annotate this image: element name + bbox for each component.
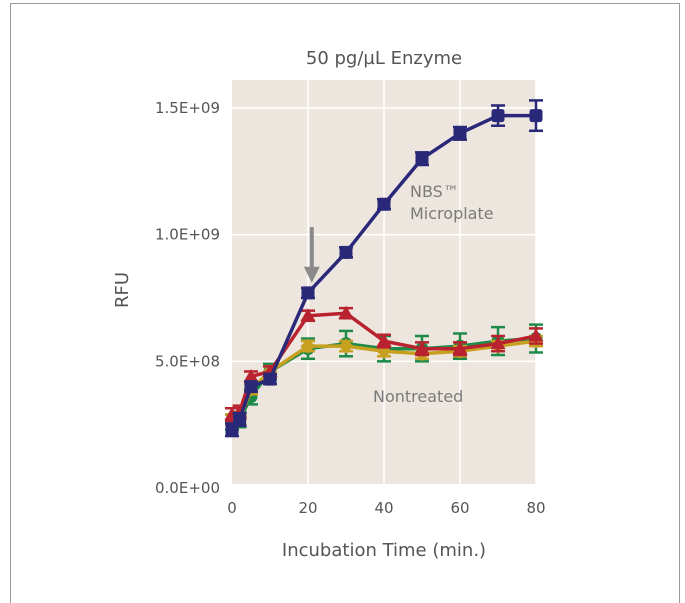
y-tick-label: 5.0E+08 <box>155 352 220 370</box>
data-point <box>376 333 392 347</box>
x-tick-label: 60 <box>450 499 469 517</box>
y-axis-label: RFU <box>112 272 133 308</box>
arrow-head <box>303 266 320 283</box>
annotation-layer: NBS™ Microplate Nontreated <box>373 182 494 406</box>
y-tick-label: 1.5E+09 <box>155 99 220 117</box>
data-point <box>377 197 391 211</box>
data-point <box>490 336 506 350</box>
data-point <box>453 126 467 140</box>
arrow-layer <box>303 227 320 283</box>
data-point <box>244 380 258 394</box>
y-tick-label: 1.0E+09 <box>155 226 220 244</box>
annotation-text: Nontreated <box>373 387 463 406</box>
x-tick-label: 0 <box>227 499 237 517</box>
figure-frame <box>10 3 680 603</box>
data-point <box>339 245 353 259</box>
data-point <box>233 413 247 427</box>
y-axis-ticks: 0.0E+00 5.0E+08 1.0E+09 1.5E+09 <box>155 99 220 497</box>
data-point <box>528 328 544 342</box>
data-point <box>491 109 505 123</box>
data-point <box>243 369 259 383</box>
data-point <box>301 286 315 300</box>
annotation-text: Microplate <box>410 204 494 223</box>
data-point <box>414 341 430 355</box>
x-axis-label: Incubation Time (min.) <box>282 540 486 561</box>
data-point <box>338 305 354 319</box>
data-point <box>338 338 354 354</box>
data-point <box>452 341 468 355</box>
x-tick-label: 40 <box>374 499 393 517</box>
series-navy <box>225 99 543 438</box>
series-layer <box>224 99 544 438</box>
x-axis-ticks: 0 20 40 60 80 <box>227 499 545 517</box>
data-point <box>300 338 316 354</box>
x-tick-label: 20 <box>298 499 317 517</box>
chart-title: 50 pg/µL Enzyme <box>306 48 462 69</box>
x-tick-label: 80 <box>526 499 545 517</box>
data-point <box>415 152 429 166</box>
data-point <box>263 372 277 386</box>
annotation-text: NBS™ <box>410 182 459 201</box>
data-point <box>300 308 316 322</box>
data-point <box>529 109 543 123</box>
y-tick-label: 0.0E+00 <box>155 479 220 497</box>
